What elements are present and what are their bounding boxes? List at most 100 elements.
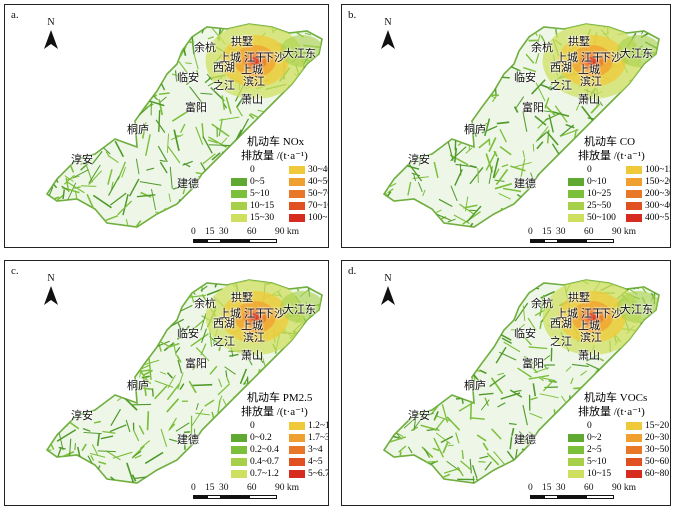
place-name: 临安	[177, 328, 199, 340]
scale-label: 15	[205, 483, 215, 493]
legend-subtitle: 排放量 /(t·a⁻¹)	[578, 406, 645, 418]
scale-bar-segment	[544, 239, 558, 243]
legend-label: 0~10	[587, 177, 607, 187]
legend-item: 50~60	[626, 457, 669, 467]
place-name: 大江东	[620, 304, 653, 316]
legend-item: 5~10	[231, 189, 269, 199]
legend-label: 0	[587, 165, 592, 175]
road-network	[47, 280, 322, 483]
legend-label: 0~0.2	[250, 433, 272, 443]
place-name: 富阳	[185, 102, 207, 114]
place-name: 建德	[177, 434, 199, 446]
legend-item: 5~10	[568, 457, 606, 467]
legend-swatch	[568, 177, 584, 186]
scale-label: 0	[528, 483, 533, 493]
legend-item: 0~10	[568, 177, 606, 187]
legend-title: 机动车 PM2.5	[247, 392, 313, 404]
place-name: 下沙	[600, 52, 622, 64]
legend-swatch	[626, 177, 642, 186]
legend-swatch	[568, 165, 584, 174]
place-name: 大江东	[620, 48, 653, 60]
scale-bar-segment	[530, 239, 544, 243]
scale-label: 15	[542, 483, 552, 493]
legend-item: 0	[568, 165, 592, 175]
legend-item: 1.7~3	[289, 433, 329, 443]
legend-label: 50~60	[645, 457, 670, 467]
scale-label: 90 km	[275, 483, 300, 493]
place-name: 建德	[514, 178, 536, 190]
legend-label: 30~40	[308, 165, 328, 175]
legend-label: 40~50	[308, 177, 328, 187]
legend-label: 0.2~0.4	[250, 445, 279, 455]
legend-label: 10~15	[250, 201, 275, 211]
scale-bar-segment	[530, 495, 544, 499]
place-name: 临安	[514, 328, 536, 340]
legend-label: 0	[250, 165, 255, 175]
place-name: 江干	[244, 52, 266, 64]
scale-label: 30	[219, 227, 229, 237]
region-map	[382, 23, 660, 228]
legend-swatch	[231, 457, 247, 466]
legend-swatch	[289, 469, 305, 478]
legend-swatch	[231, 213, 247, 222]
legend-label: 0~2	[587, 433, 602, 443]
north-arrow-icon: N	[376, 273, 400, 307]
scale-label: 15	[542, 227, 552, 237]
place-name: 大江东	[283, 48, 316, 60]
legend-label: 15~20	[645, 421, 670, 431]
legend-label: 1.7~3	[308, 433, 329, 443]
place-name: 余杭	[531, 42, 553, 54]
place-name: 萧山	[578, 350, 600, 362]
scale-label: 15	[205, 227, 215, 237]
place-name: 下沙	[600, 308, 622, 320]
place-name: 余杭	[194, 42, 216, 54]
place-name: 萧山	[578, 94, 600, 106]
map-panel-2: b. N 余杭 拱墅 上城 江干 下沙 大江东 西湖 上城 滨江 之江 临安 富阳 萧山 桐庐 淳安 建德 机动车 …	[341, 4, 671, 248]
scale-bar-segment	[207, 495, 221, 499]
legend-label: 5~6.7	[308, 469, 329, 479]
legend-label: 150~200	[645, 177, 670, 187]
legend-item: 5~6.7	[289, 469, 329, 479]
scale-bar-segment	[193, 495, 207, 499]
scale-bar-segment	[586, 239, 614, 243]
legend-swatch	[231, 177, 247, 186]
scale-label: 90 km	[612, 227, 637, 237]
scale-label: 30	[219, 483, 229, 493]
legend-label: 0.7~1.2	[250, 469, 279, 479]
legend-swatch	[626, 421, 642, 430]
region-map	[45, 279, 323, 484]
legend-item: 20~30	[626, 433, 669, 443]
map-panel-4: d. N 余杭 拱墅 上城 江干 下沙 大江东 西湖 上城 滨江 之江 临安 富阳 萧山 桐庐 淳安 建德 机动车 …	[341, 260, 671, 506]
legend-swatch	[568, 201, 584, 210]
legend-item: 300~400	[626, 201, 670, 211]
legend-title: 机动车 NOx	[247, 136, 305, 148]
legend-label: 20~30	[645, 433, 670, 443]
scale-bar-segment	[249, 495, 277, 499]
legend-label: 400~510	[645, 213, 670, 223]
legend-swatch	[626, 445, 642, 454]
legend-item: 30~40	[289, 165, 328, 175]
place-name: 上城	[219, 308, 241, 320]
legend-label: 4~5	[308, 457, 323, 467]
scale-bar-segment	[558, 495, 586, 499]
legend-item: 0	[568, 421, 592, 431]
legend-label: 70~100	[308, 201, 328, 211]
place-name: 江干	[581, 52, 603, 64]
place-name: 下沙	[263, 308, 285, 320]
legend-swatch	[626, 189, 642, 198]
panel-label: d.	[348, 265, 357, 277]
place-name: 江干	[244, 308, 266, 320]
legend-swatch	[626, 433, 642, 442]
place-name: 拱墅	[568, 292, 590, 304]
scale-bar-segment	[249, 239, 277, 243]
place-name: 之江	[550, 336, 572, 348]
place-name: 萧山	[241, 94, 263, 106]
legend-subtitle: 排放量 /(t·a⁻¹)	[241, 150, 308, 162]
legend-item: 40~50	[289, 177, 328, 187]
legend-item: 10~15	[568, 469, 611, 479]
map-panel-1: a. N 余杭 拱墅 上城 江干 下沙 大江东 西湖 上城 滨江 之江 临安 富阳 萧山 桐庐 淳安 建德 机动车 …	[4, 4, 329, 248]
scale-bar-segment	[558, 239, 586, 243]
legend-swatch	[231, 433, 247, 442]
legend-item: 200~300	[626, 189, 670, 199]
legend-item: 60~80	[626, 469, 669, 479]
